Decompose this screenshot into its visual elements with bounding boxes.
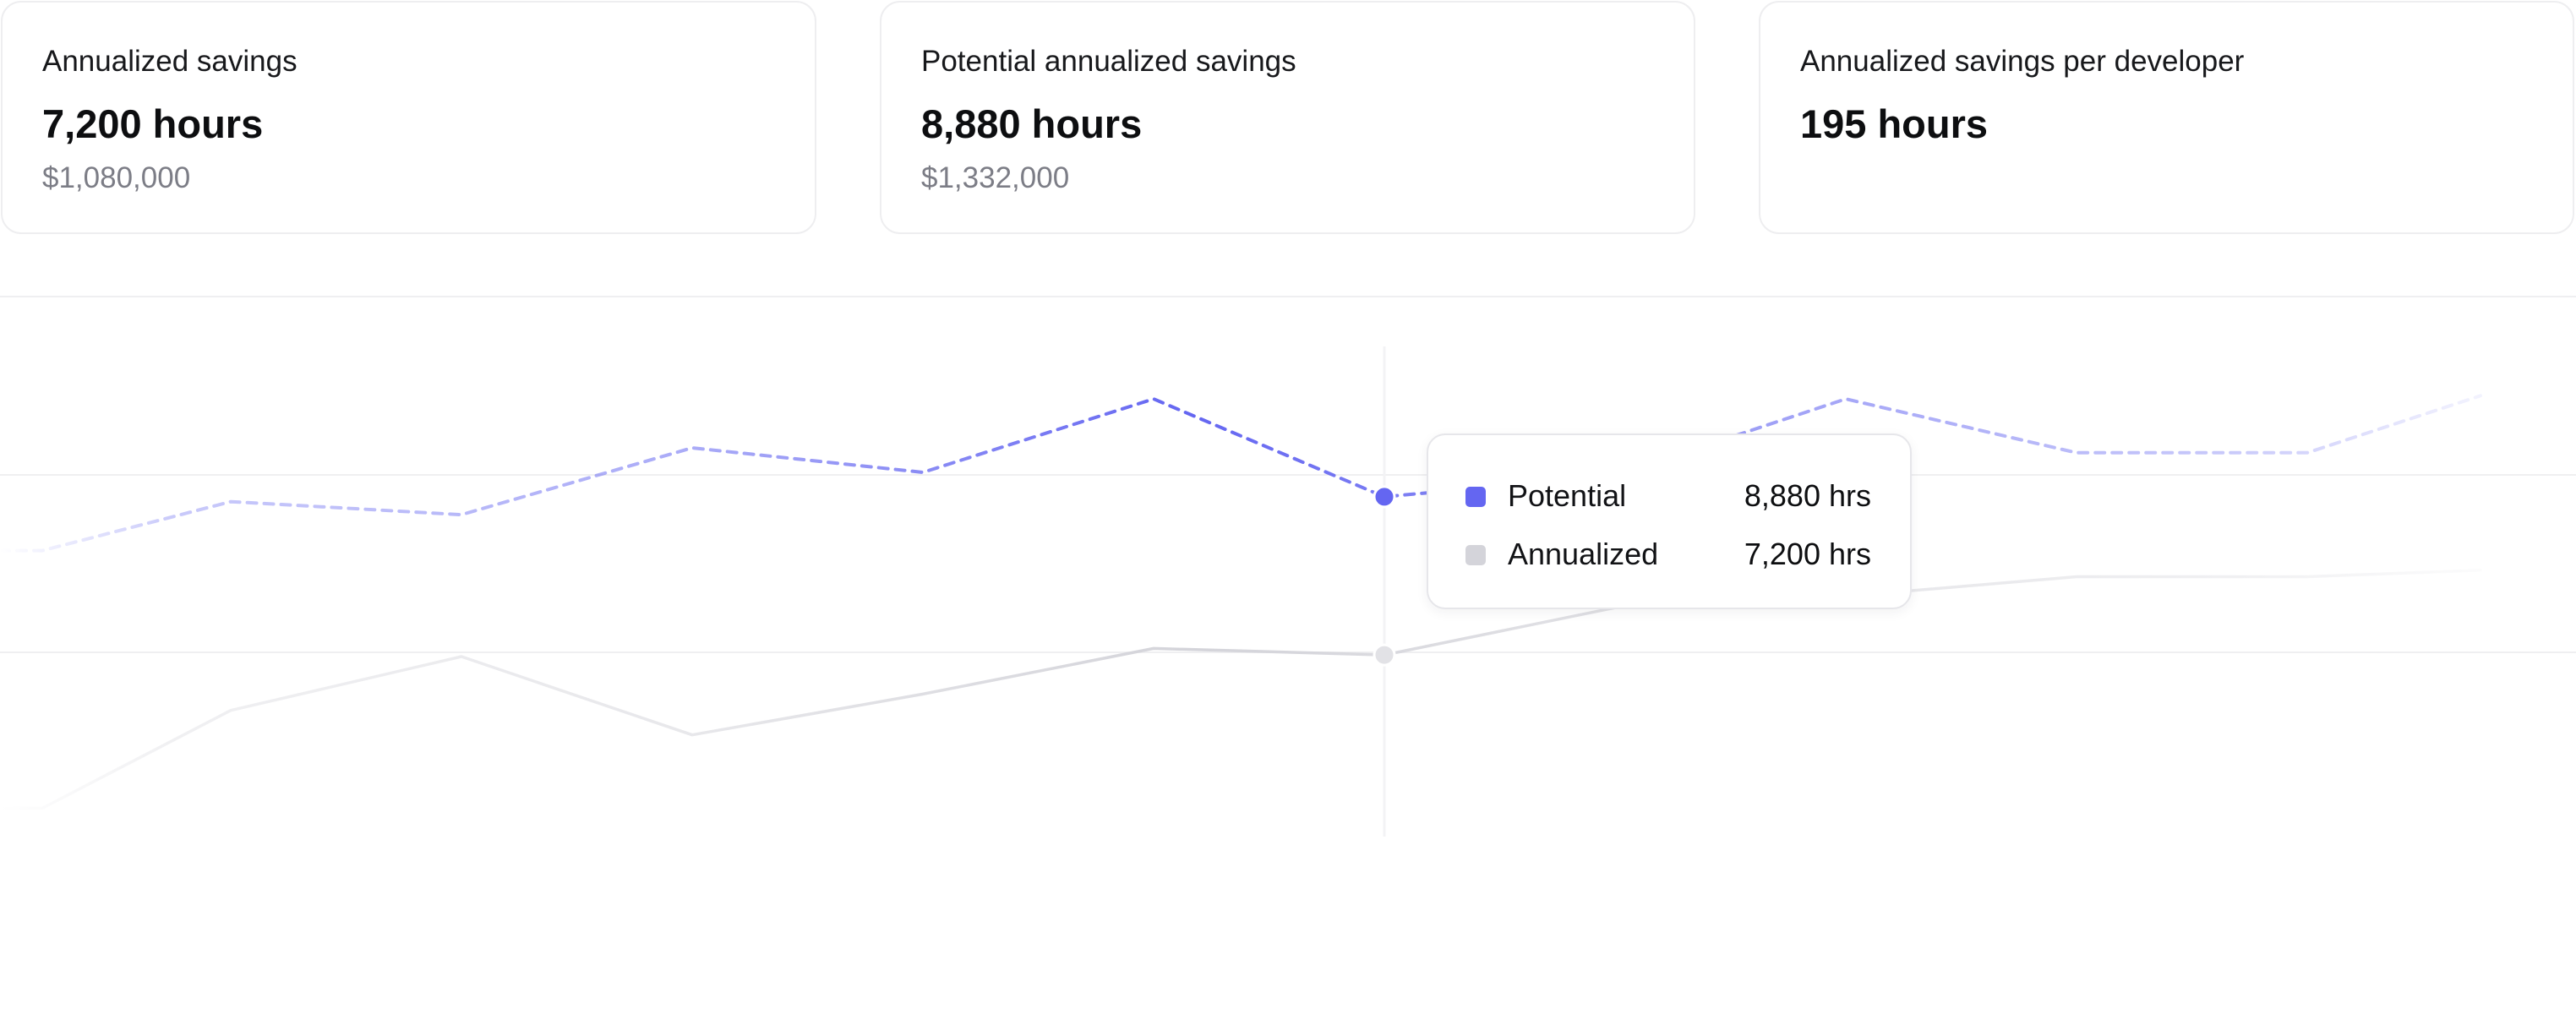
annualized-savings-card: Annualized savings 7,200 hours $1,080,00… <box>1 1 816 234</box>
savings-per-developer-card: Annualized savings per developer 195 hou… <box>1759 1 2574 234</box>
kpi-cards: Annualized savings 7,200 hours $1,080,00… <box>0 0 2576 237</box>
chart-canvas[interactable] <box>0 287 2576 862</box>
savings-line-chart[interactable] <box>0 287 2576 862</box>
card-subvalue: $1,080,000 <box>42 161 191 194</box>
tooltip-value: 7,200 hrs <box>1744 537 1871 571</box>
data-point-annualized[interactable] <box>1373 643 1396 667</box>
annualized-swatch <box>1465 545 1486 565</box>
series-line-annualized <box>0 569 2482 810</box>
card-value: 8,880 hours <box>921 101 1143 146</box>
potential-swatch <box>1465 487 1486 507</box>
chart-tooltip: Potential 8,880 hrs Annualized 7,200 hrs <box>1427 433 1912 609</box>
tooltip-row-potential: Potential 8,880 hrs <box>1465 477 1871 515</box>
tooltip-row-annualized: Annualized 7,200 hrs <box>1465 536 1871 573</box>
card-value: 7,200 hours <box>42 101 264 146</box>
card-value: 195 hours <box>1800 101 1989 146</box>
potential-annualized-savings-card: Potential annualized savings 8,880 hours… <box>880 1 1695 234</box>
series-line-potential <box>0 394 2482 553</box>
tooltip-value: 8,880 hrs <box>1744 478 1871 513</box>
tooltip-label: Annualized <box>1508 537 1659 571</box>
card-title: Annualized savings per developer <box>1800 45 2245 78</box>
card-subvalue: $1,332,000 <box>921 161 1070 194</box>
tooltip-label: Potential <box>1508 478 1627 513</box>
card-title: Annualized savings <box>42 45 297 78</box>
data-point-potential[interactable] <box>1373 485 1396 509</box>
card-title: Potential annualized savings <box>921 45 1296 78</box>
